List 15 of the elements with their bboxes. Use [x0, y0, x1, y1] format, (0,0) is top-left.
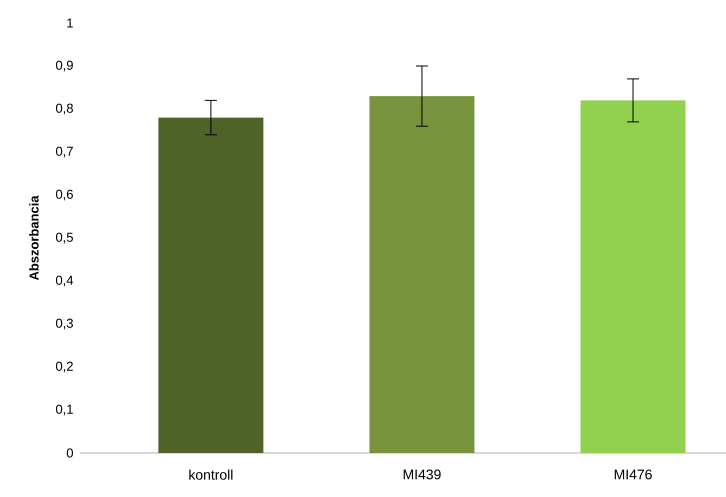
- y-tick-label: 0,3: [56, 318, 73, 330]
- y-tick-label: 0,4: [56, 276, 74, 286]
- y-tick-label: 0,6: [56, 190, 73, 200]
- y-tick-label: 1: [67, 18, 73, 28]
- x-tick-label: MI439: [404, 470, 441, 480]
- y-tick-label: 0,2: [56, 362, 73, 372]
- y-tick-label: 0,9: [56, 60, 73, 72]
- y-tick-label: 0,8: [56, 104, 73, 114]
- x-tick-label: MI476: [614, 470, 652, 480]
- y-axis-title: Abszorbancia: [29, 195, 39, 280]
- y-tick-label: 0,5: [56, 232, 73, 244]
- x-tick-label: kontroll: [189, 470, 232, 480]
- y-tick-label: 0,1: [56, 404, 73, 416]
- y-tick-label: 0: [66, 448, 73, 458]
- y-tick-label: 0,7: [56, 146, 73, 158]
